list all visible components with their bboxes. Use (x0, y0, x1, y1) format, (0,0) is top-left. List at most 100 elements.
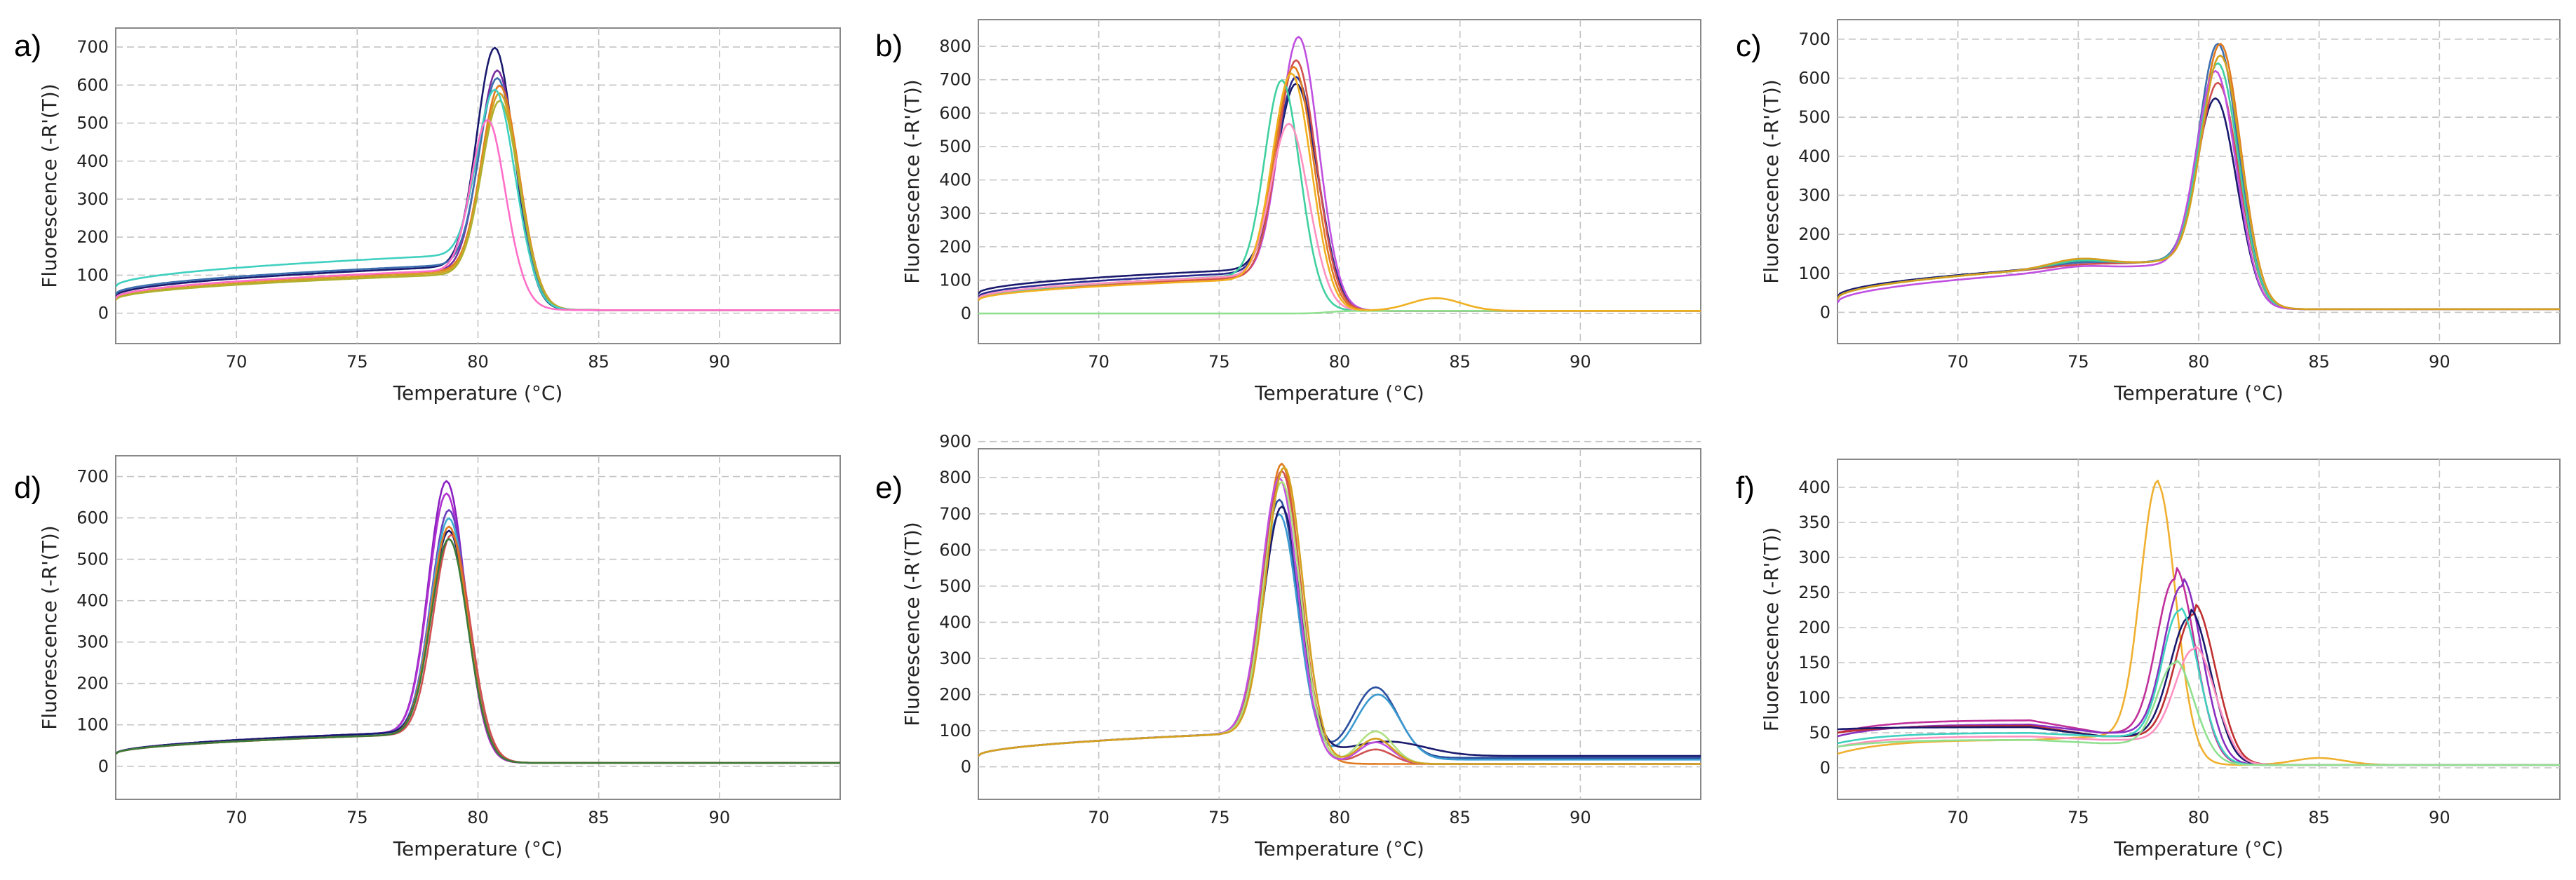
y-tick-label: 600 (76, 508, 109, 528)
chart-panel-6: f) 70 75 80 85 90 0 50 100 150 200 250 300 350 400 Temp… (1736, 459, 2561, 860)
y-tick-label: 100 (1798, 688, 1830, 708)
y-tick-label: 300 (939, 203, 971, 223)
y-tick-label: 500 (1798, 107, 1830, 127)
y-tick-label: 300 (939, 649, 971, 668)
y-tick-label: 50 (1809, 723, 1830, 743)
y-tick-label: 600 (1798, 68, 1830, 88)
series-group (1837, 42, 2560, 311)
x-tick-label: 70 (1947, 808, 1969, 827)
y-tick-label: 100 (76, 265, 109, 285)
y-tick-label: 100 (939, 721, 971, 740)
panel-label: d) (14, 471, 41, 505)
y-tick-label: 400 (76, 151, 109, 171)
y-axis-title: Fluorescence (-R'(T)) (38, 83, 61, 287)
y-tick-label: 200 (76, 227, 109, 247)
y-tick-label: 0 (1820, 758, 1830, 778)
x-tick-label: 75 (1208, 352, 1230, 372)
y-tick-label: 700 (939, 70, 971, 90)
panel-label: b) (875, 29, 903, 63)
y-tick-label: 100 (1798, 264, 1830, 283)
y-tick-label: 350 (1798, 513, 1830, 532)
panel-label: f) (1736, 471, 1755, 505)
series-line-8 (978, 466, 1701, 765)
x-tick-label: 85 (1449, 352, 1471, 372)
x-tick-label: 90 (709, 808, 731, 827)
x-tick-label: 85 (2308, 808, 2330, 827)
y-tick-label: 300 (1798, 548, 1830, 567)
x-tick-label: 80 (467, 352, 489, 372)
y-axis-title: Fluorescence (-R'(T)) (1760, 79, 1783, 283)
y-axis-title: Fluorescence (-R'(T)) (901, 79, 924, 283)
y-tick-label: 200 (939, 685, 971, 705)
y-tick-label: 250 (1798, 583, 1830, 602)
chart-panel-5: e)70 75 80 85 900100200300400500600700800900… (875, 432, 1701, 860)
y-axis-title: Fluorescence (-R'(T)) (38, 525, 61, 729)
chart-panel-3: c) 70 75 80 85 90 0 100 200 300 400 500 600 700 Temper… (1736, 19, 2561, 405)
x-tick-label: 85 (1449, 808, 1471, 827)
x-tick-label: 70 (226, 808, 248, 827)
x-axis-title: Temperature (°C) (2113, 837, 2284, 860)
x-tick-label: 70 (1088, 352, 1110, 372)
panel-label: c) (1736, 29, 1762, 63)
y-tick-label: 400 (76, 591, 109, 611)
y-tick-label: 600 (939, 103, 971, 123)
y-tick-label: 0 (961, 304, 971, 323)
series-group (1837, 480, 2560, 766)
y-tick-label: 0 (98, 757, 109, 776)
x-axis-title: Temperature (°C) (393, 381, 563, 405)
x-tick-label: 85 (588, 808, 609, 827)
y-tick-label: 150 (1798, 653, 1830, 672)
x-tick-label: 85 (588, 352, 609, 372)
y-tick-label: 500 (939, 576, 971, 596)
x-tick-label: 75 (2068, 808, 2089, 827)
y-tick-label: 400 (1798, 478, 1830, 497)
y-tick-label: 200 (76, 674, 109, 693)
y-tick-label: 100 (76, 715, 109, 735)
x-tick-label: 75 (1208, 808, 1230, 827)
y-tick-label: 200 (1798, 618, 1830, 637)
x-tick-label: 75 (2068, 352, 2089, 372)
chart-panel-1: a) 70 75 80 85 90 0 100 200 300 400 500 600 700 Temper… (14, 27, 841, 405)
y-tick-label: 500 (76, 550, 109, 569)
y-tick-label: 0 (1820, 302, 1830, 322)
y-tick-label: 900 (939, 432, 971, 452)
x-tick-label: 90 (2429, 808, 2450, 827)
chart-panel-2: b) 70 75 80 85 90 0 100 200 300 400 500 600 700 800 Tem… (875, 19, 1701, 405)
y-tick-label: 500 (76, 114, 109, 133)
y-tick-label: 200 (939, 237, 971, 257)
x-tick-label: 80 (2188, 808, 2210, 827)
x-tick-label: 75 (346, 352, 368, 372)
x-axis-title: Temperature (°C) (393, 837, 563, 860)
y-tick-label: 100 (939, 271, 971, 290)
y-tick-label: 200 (1798, 224, 1830, 244)
series-group (978, 36, 1701, 315)
x-tick-label: 70 (226, 352, 248, 372)
y-tick-label: 800 (939, 36, 971, 56)
y-tick-label: 700 (1798, 29, 1830, 49)
series-line-7 (1837, 54, 2560, 311)
x-tick-label: 90 (1570, 808, 1591, 827)
series-line-8 (116, 538, 840, 764)
y-tick-label: 700 (76, 37, 109, 57)
y-tick-label: 800 (939, 468, 971, 487)
series-group (978, 462, 1701, 765)
x-tick-label: 90 (709, 352, 731, 372)
x-tick-label: 80 (1329, 352, 1351, 372)
y-tick-label: 400 (939, 612, 971, 632)
x-tick-label: 70 (1947, 352, 1969, 372)
y-tick-label: 700 (76, 467, 109, 487)
x-tick-label: 90 (2429, 352, 2450, 372)
series-line-9 (978, 72, 1701, 312)
x-tick-label: 80 (467, 808, 489, 827)
x-tick-label: 90 (1570, 352, 1591, 372)
y-tick-label: 300 (1798, 185, 1830, 205)
y-tick-label: 600 (76, 75, 109, 95)
y-tick-label: 300 (76, 189, 109, 209)
y-tick-label: 0 (98, 304, 109, 323)
x-tick-label: 80 (1329, 808, 1351, 827)
series-line-8 (116, 119, 840, 311)
chart-panel-4: d) 70 75 80 85 90 0 100 200 300 400 500 600 700 Temper… (14, 455, 841, 860)
x-tick-label: 75 (346, 808, 368, 827)
x-axis-title: Temperature (°C) (1254, 837, 1424, 860)
